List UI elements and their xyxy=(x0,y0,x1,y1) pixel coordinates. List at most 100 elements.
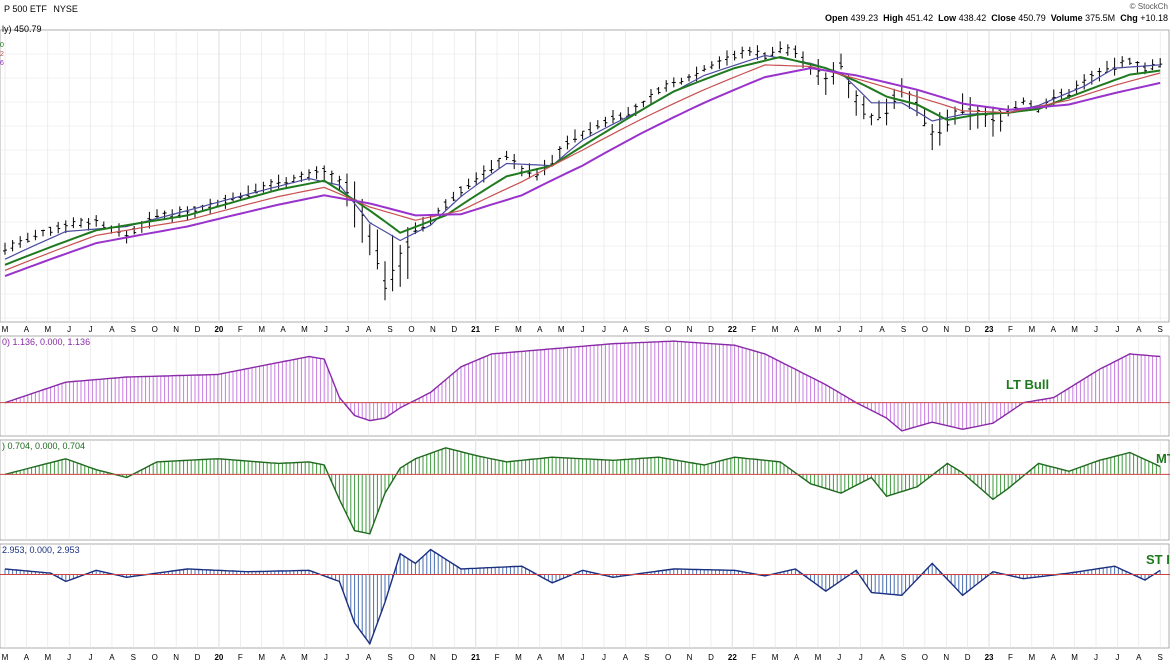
month-tick-label: A xyxy=(879,653,885,662)
month-tick-label: N xyxy=(430,653,436,662)
ma-red-line xyxy=(4,64,1161,271)
month-tick-label: M xyxy=(2,325,9,334)
st-readout: 2.953, 0.000, 2.953 xyxy=(2,545,80,555)
month-tick-label: A xyxy=(1136,653,1142,662)
month-tick-label: J xyxy=(324,325,328,334)
month-tick-label: D xyxy=(965,325,971,334)
month-tick-label: 22 xyxy=(728,653,737,662)
month-tick-label: S xyxy=(644,653,649,662)
month-tick-label: O xyxy=(665,325,671,334)
price-readout: ly) 450.79 xyxy=(2,24,42,34)
volume-value: 375.5M xyxy=(1085,13,1116,23)
month-tick-label: A xyxy=(366,653,372,662)
month-tick-label: D xyxy=(451,325,457,334)
ma-fast-line xyxy=(4,54,1161,260)
ma-label-green: 0 xyxy=(0,42,4,49)
ma-green-line xyxy=(4,55,1161,266)
month-tick-label: J xyxy=(1115,325,1119,334)
month-tick-label: A xyxy=(109,653,115,662)
month-tick-label: O xyxy=(408,653,414,662)
month-tick-label: F xyxy=(751,325,756,334)
month-tick-label: J xyxy=(602,653,606,662)
month-tick-label: D xyxy=(451,653,457,662)
panel-frame xyxy=(0,439,1170,541)
high-label: High xyxy=(883,13,904,23)
month-tick-label: O xyxy=(152,653,158,662)
month-tick-label: J xyxy=(1115,653,1119,662)
month-tick-label: M xyxy=(1029,653,1036,662)
month-tick-label: S xyxy=(901,325,906,334)
month-tick-label: A xyxy=(366,325,372,334)
month-tick-label: J xyxy=(324,653,328,662)
mt-readout: ) 0.704, 0.000, 0.704 xyxy=(2,441,86,451)
month-tick-label: F xyxy=(238,325,243,334)
exchange-label: NYSE xyxy=(53,4,78,14)
high-value: 451.42 xyxy=(905,13,934,23)
month-tick-label: S xyxy=(387,325,392,334)
month-tick-label: J xyxy=(581,325,585,334)
month-tick-label: S xyxy=(131,653,136,662)
month-tick-label: M xyxy=(1071,653,1078,662)
month-tick-label: 20 xyxy=(214,653,223,662)
month-tick-label: O xyxy=(408,325,414,334)
lt-bull-label: LT Bull xyxy=(1006,377,1050,392)
month-tick-label: M xyxy=(1071,325,1078,334)
month-tick-label: D xyxy=(195,325,201,334)
month-tick-label: A xyxy=(1051,325,1057,334)
month-tick-label: M xyxy=(1029,325,1036,334)
mt-line xyxy=(4,447,1161,535)
chg-value: +10.18 xyxy=(1140,13,1168,23)
month-tick-label: A xyxy=(537,653,543,662)
month-tick-label: J xyxy=(859,325,863,334)
month-tick-label: O xyxy=(665,653,671,662)
month-tick-label: M xyxy=(772,653,779,662)
month-tick-label: S xyxy=(131,325,136,334)
month-tick-label: A xyxy=(794,325,800,334)
month-tick-label: F xyxy=(495,325,500,334)
month-tick-label: F xyxy=(495,653,500,662)
month-tick-label: 23 xyxy=(985,325,994,334)
month-tick-label: J xyxy=(89,653,93,662)
month-tick-label: M xyxy=(515,653,522,662)
mt-label: MT xyxy=(1156,451,1170,466)
month-tick-label: J xyxy=(859,653,863,662)
month-tick-label: J xyxy=(837,325,841,334)
panel-frame xyxy=(0,335,1170,437)
open-value: 439.23 xyxy=(850,13,879,23)
month-tick-label: N xyxy=(687,653,693,662)
month-tick-label: O xyxy=(922,325,928,334)
month-tick-label: S xyxy=(1158,325,1163,334)
month-tick-label: S xyxy=(644,325,649,334)
month-tick-label: A xyxy=(24,653,30,662)
chg-label: Chg xyxy=(1120,13,1138,23)
month-tick-label: A xyxy=(109,325,115,334)
month-tick-label: M xyxy=(44,653,51,662)
month-tick-label: S xyxy=(387,653,392,662)
month-tick-label: A xyxy=(623,325,629,334)
month-tick-label: F xyxy=(238,653,243,662)
month-tick-label: A xyxy=(24,325,30,334)
month-tick-label: J xyxy=(1094,653,1098,662)
month-tick-label: M xyxy=(258,653,265,662)
month-tick-label: M xyxy=(772,325,779,334)
month-tick-label: M xyxy=(301,325,308,334)
panel-frame xyxy=(0,543,1170,649)
month-tick-label: F xyxy=(1008,325,1013,334)
lt-readout: 0) 1.136, 0.000, 1.136 xyxy=(2,337,91,347)
month-tick-label: M xyxy=(815,653,822,662)
month-tick-label: A xyxy=(280,325,286,334)
month-tick-label: J xyxy=(602,325,606,334)
month-tick-label: S xyxy=(1158,653,1163,662)
panel-frame xyxy=(0,29,1170,323)
month-tick-label: M xyxy=(558,653,565,662)
month-tick-label: J xyxy=(581,653,585,662)
month-tick-label: 22 xyxy=(728,325,737,334)
month-tick-label: F xyxy=(751,653,756,662)
month-tick-label: D xyxy=(708,325,714,334)
month-tick-label: N xyxy=(173,653,179,662)
month-tick-label: J xyxy=(837,653,841,662)
month-tick-label: A xyxy=(1051,653,1057,662)
month-tick-label: D xyxy=(195,653,201,662)
ma-purple-line xyxy=(4,67,1161,278)
